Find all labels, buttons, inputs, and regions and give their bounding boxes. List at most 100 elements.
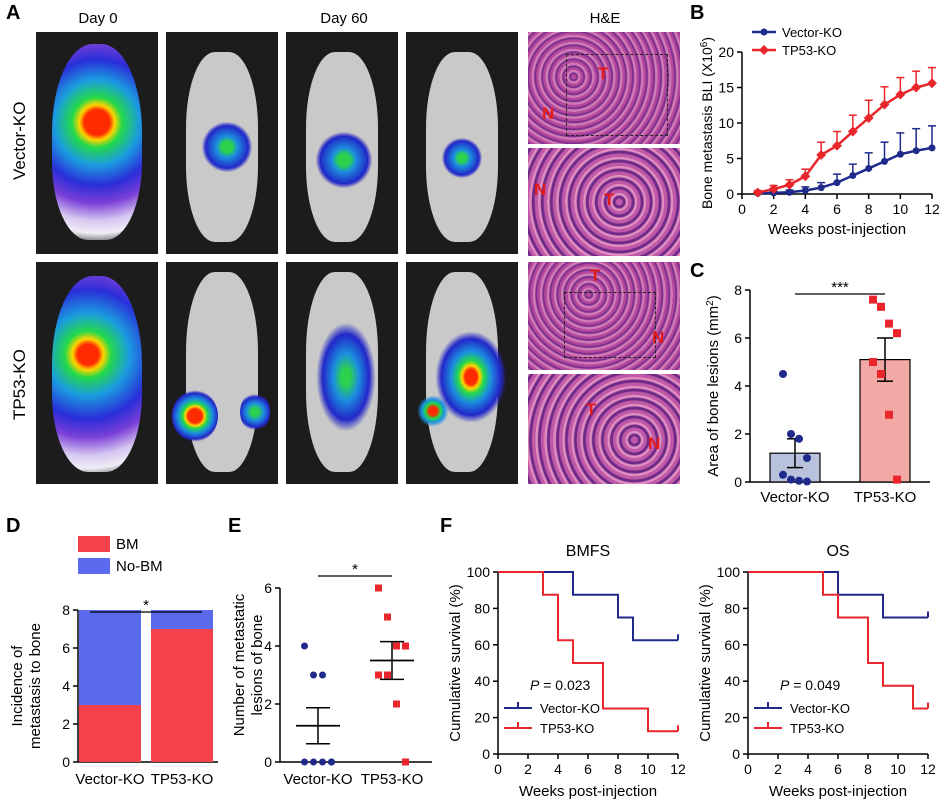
chart-f-os: 0 20 40 60 80 100 0 2 4 6 8 10 12 Vector-KO TP53-KO P =… [697,543,936,799]
x-tick-label: Vector-KO [75,771,144,788]
row-label-tp53: TP53-KO [10,349,29,420]
he-image-tp53-1: T N [528,262,680,370]
chart-e: 0 2 4 6 Vector-KO TP53-KO * Number of metastati… [231,561,432,788]
bli-image-tp53-day60-3 [406,262,518,484]
bli-image-tp53-day60-2 [286,262,398,484]
chart-b: 0 5 10 15 20 0 2 4 6 8 10 12 Vector-KO TP53-KO Weeks p… [699,25,940,238]
survival-curve [498,571,678,733]
data-point [849,172,857,180]
y-tick-label: 6 [62,640,70,656]
y-tick-label: 2 [62,716,70,732]
x-tick-label: 12 [924,201,940,217]
legend-label: BM [116,536,139,553]
y-tick-label: 10 [718,115,734,131]
data-point [779,370,787,378]
y-tick-label: 80 [474,600,490,616]
data-point [402,758,409,766]
data-point [319,758,326,766]
significance-label: * [352,561,358,578]
x-tick-label: 6 [833,201,841,217]
data-point [911,82,922,93]
data-point [384,613,391,621]
normal-label: N [534,180,547,199]
legend-label: TP53-KO [782,43,836,58]
x-tick-label: TP53-KO [361,771,424,788]
col-header-he: H&E [589,10,621,27]
x-tick-label: 12 [920,761,936,777]
data-point [375,584,382,592]
series-line [757,82,933,194]
data-point [869,358,877,366]
x-tick-label: TP53-KO [151,771,214,788]
data-point [885,319,893,328]
x-tick-label: 0 [738,201,746,217]
legend-label: Vector-KO [782,25,842,40]
panel-label-f: F [440,515,453,537]
tumor-label: T [598,64,609,83]
x-tick-label: Vector-KO [760,489,829,506]
y-tick-label: 40 [724,673,740,689]
bli-image-vector-day60-1 [166,32,278,254]
data-point [927,78,937,89]
data-point [896,150,904,158]
stacked-bar-segment [79,610,141,705]
data-point [817,184,825,192]
x-tick-label: 10 [640,761,656,777]
data-point [301,758,308,766]
he-image-tp53-2: T N [528,374,680,484]
x-tick-label: 2 [774,761,782,777]
legend-swatch [78,558,110,574]
data-point [832,140,842,151]
y-axis-label: Bone metastasis BLI (X106) [699,37,716,209]
x-tick-label: 6 [834,761,842,777]
x-tick-label: 2 [524,761,532,777]
y-axis-label: Cumulative survival (%) [697,584,714,742]
x-tick-label: Vector-KO [283,771,352,788]
y-tick-label: 0 [732,746,740,762]
y-tick-label: 60 [724,637,740,653]
col-header-day60: Day 60 [320,10,368,27]
x-tick-label: 8 [614,761,622,777]
normal-label: N [542,104,555,123]
normal-label: N [648,434,661,453]
legend-label: Vector-KO [540,701,600,716]
y-axis-label-line2: lesions of bone [249,615,266,716]
data-point [784,179,795,190]
panel-label-d: D [6,515,21,537]
y-tick-label: 2 [264,696,272,712]
y-tick-label: 4 [264,638,272,654]
y-axis-label: Area of bone lesions (mm2) [705,295,723,476]
data-point [779,470,787,479]
y-tick-label: 60 [474,637,490,653]
data-point [928,144,936,152]
stacked-bar-segment [79,705,141,762]
stacked-bar-segment [151,629,213,762]
legend-marker [760,28,768,36]
data-point [787,475,795,484]
x-axis-label: Weeks post-injection [768,221,906,238]
y-axis-label: Cumulative survival (%) [447,584,464,742]
x-tick-label: 10 [890,761,906,777]
x-tick-label: 4 [801,201,809,217]
data-point [393,700,400,708]
x-tick-label: 4 [554,761,562,777]
p-value: P = 0.023 [530,677,591,693]
chart-f-bmfs: 0 20 40 60 80 100 0 2 4 6 8 10 12 Vector-KO TP53-KO P =… [447,543,686,799]
data-point [879,99,890,110]
panel-label-c: C [690,260,705,282]
chart-c: 0 2 4 6 8 Vector-KO TP53-KO *** Area of bone les… [705,279,930,506]
y-tick-label: 8 [62,602,70,618]
data-point [885,410,893,419]
y-tick-label: 20 [724,710,740,726]
data-point [795,434,803,443]
data-point [328,758,335,766]
y-axis-label-line1: Number of metastatic [231,593,248,736]
bli-image-vector-day60-2 [286,32,398,254]
legend-swatch [78,536,110,552]
data-point [893,329,901,338]
data-point [402,642,409,650]
data-point [833,179,841,187]
x-tick-label: 12 [670,761,686,777]
x-tick-label: 0 [744,761,752,777]
data-point [803,477,811,486]
